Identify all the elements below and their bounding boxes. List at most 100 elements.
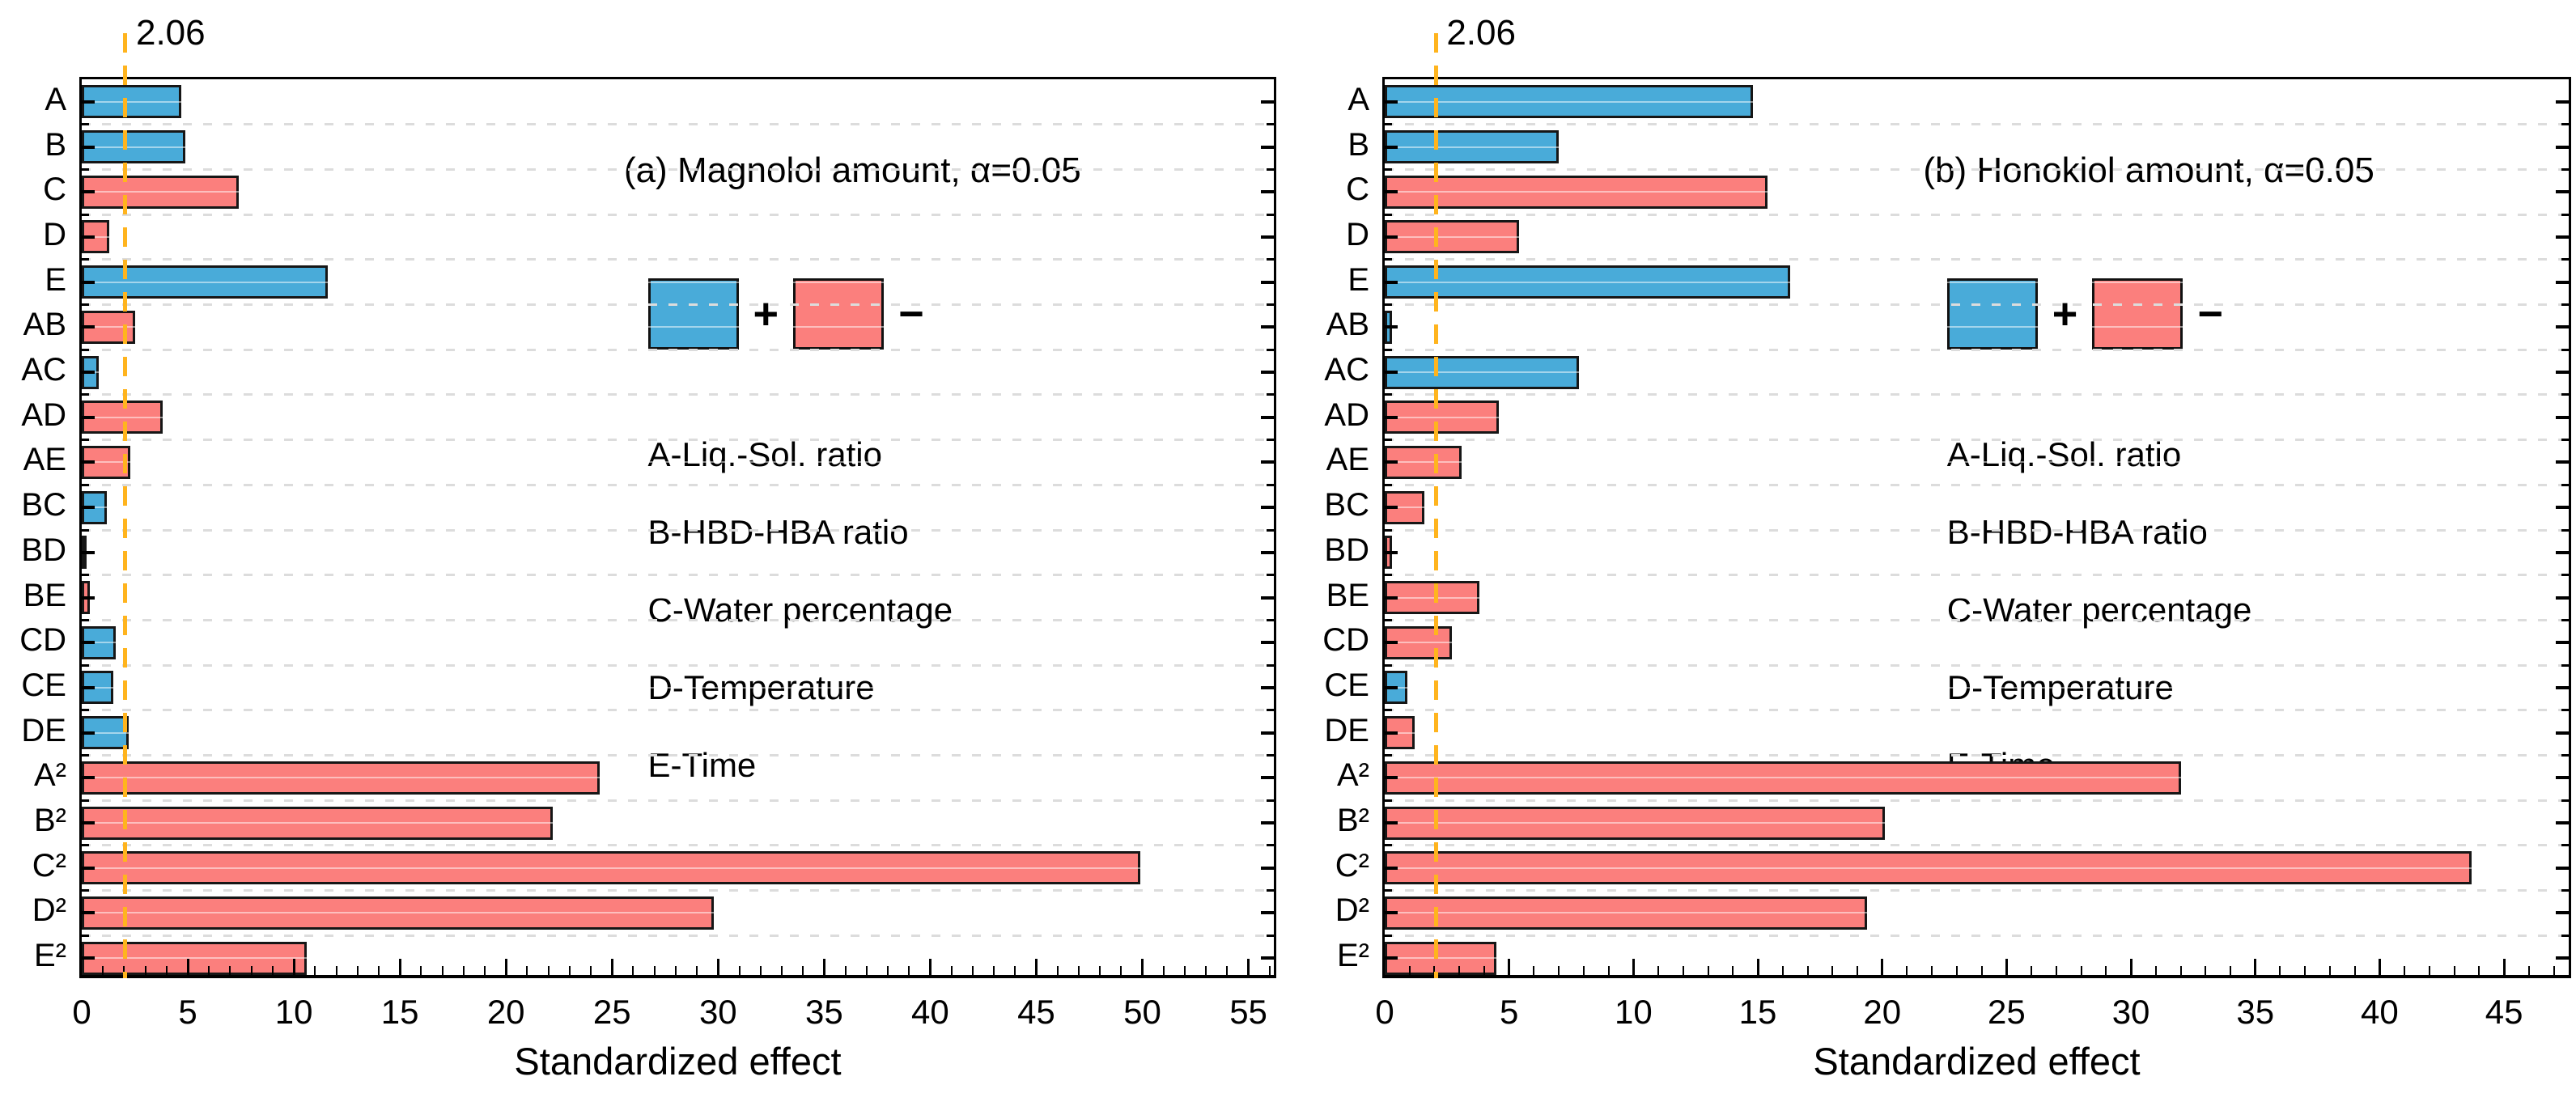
y-minor-tick-right [1267, 123, 1274, 126]
x-minor-tick [780, 966, 783, 975]
x-minor-tick [674, 966, 677, 975]
legend: + − [647, 278, 924, 350]
category-gridline [82, 483, 1274, 486]
bar-centerline [82, 867, 1274, 869]
y-major-tick-left [82, 866, 95, 870]
y-axis-label: BE [1326, 577, 1369, 613]
x-minor-tick [547, 966, 550, 975]
bar-centerline [1385, 461, 2569, 464]
x-minor-tick [738, 966, 741, 975]
x-minor-tick [1099, 966, 1101, 975]
x-minor-tick [1707, 966, 1709, 975]
y-axis-label: AD [1324, 396, 1369, 433]
bar-centerline [1385, 326, 2569, 328]
y-axis-label: A² [1337, 757, 1369, 794]
x-minor-tick [1533, 966, 1535, 975]
bar-centerline [82, 100, 1274, 103]
y-major-tick-right [2556, 325, 2569, 329]
x-tick-label: 40 [911, 993, 949, 1031]
y-minor-tick-left [82, 439, 89, 442]
y-major-tick-left [1385, 280, 1398, 284]
y-axis-label: E [1347, 261, 1369, 298]
x-tick-label: 30 [2111, 993, 2150, 1031]
y-axis-label: A [45, 81, 66, 117]
x-minor-tick [1408, 966, 1411, 975]
x-minor-tick [2428, 966, 2430, 975]
y-major-tick-right [1261, 596, 1274, 600]
y-major-tick-right [2556, 415, 2569, 419]
y-major-tick-left [82, 821, 95, 825]
x-minor-tick [1732, 966, 1734, 975]
y-minor-tick-right [1267, 258, 1274, 261]
bar-centerline [1385, 371, 2569, 374]
factor-item: B-HBD-HBA ratio [647, 513, 909, 551]
y-major-tick-right [2556, 641, 2569, 645]
x-minor-tick [335, 966, 337, 975]
y-axis-label: C [43, 172, 66, 208]
y-minor-tick-left [82, 258, 89, 261]
y-major-tick-right [2556, 506, 2569, 510]
legend-negative-label: − [898, 290, 924, 338]
y-major-tick-right [1261, 550, 1274, 554]
y-major-tick-left [82, 235, 95, 239]
x-major-tick [398, 959, 401, 975]
x-minor-tick [2353, 966, 2356, 975]
x-minor-tick [2404, 966, 2406, 975]
y-major-tick-left [82, 550, 95, 554]
x-tick-label: 20 [1863, 993, 1902, 1031]
x-tick-label: 0 [72, 993, 91, 1031]
y-minor-tick-left [82, 123, 89, 126]
x-minor-tick [1162, 966, 1165, 975]
y-axis-label: E² [34, 938, 66, 974]
x-minor-tick [632, 966, 634, 975]
x-tick-label: 25 [1988, 993, 2026, 1031]
y-axis-label: AE [1326, 442, 1369, 478]
y-minor-tick-right [2561, 348, 2569, 351]
x-major-tick [2129, 959, 2133, 975]
legend-positive-label: + [753, 290, 779, 338]
factor-item: A-Liq.-Sol. ratio [647, 435, 882, 473]
bar-centerline [1385, 957, 2569, 960]
y-minor-tick-right [2561, 574, 2569, 577]
y-minor-tick-left [82, 303, 89, 306]
y-major-tick-left [82, 145, 95, 149]
x-axis-title: Standardized effect [514, 1040, 842, 1083]
x-tick-label: 15 [380, 993, 419, 1031]
y-minor-tick-left [82, 934, 89, 937]
x-tick-label: 35 [804, 993, 843, 1031]
x-tick-label: 25 [592, 993, 631, 1031]
y-major-tick-left [1385, 776, 1398, 780]
x-minor-tick [1980, 966, 1983, 975]
y-minor-tick-right [1267, 348, 1274, 351]
category-gridline [82, 799, 1274, 802]
y-minor-tick-left [82, 754, 89, 757]
bar-centerline [1385, 596, 2569, 599]
y-major-tick-right [2556, 911, 2569, 915]
x-minor-tick [526, 966, 528, 975]
y-minor-tick-right [1267, 709, 1274, 712]
category-gridline [82, 934, 1274, 937]
category-gridline [82, 528, 1274, 532]
bar-centerline [1385, 416, 2569, 418]
x-minor-tick [2230, 966, 2231, 975]
category-gridline [82, 439, 1274, 442]
x-minor-tick [802, 966, 804, 975]
x-major-tick [2378, 959, 2381, 975]
bar-centerline [1385, 912, 2569, 914]
y-minor-tick-right [1267, 483, 1274, 486]
legend-negative-swatch [793, 278, 885, 350]
y-major-tick-right [2556, 821, 2569, 825]
bar-centerline [1385, 146, 2569, 148]
y-major-tick-left [82, 280, 95, 284]
x-minor-tick [208, 966, 210, 975]
threshold-line [123, 33, 128, 978]
x-minor-tick [165, 966, 168, 975]
y-minor-tick-left [1385, 618, 1392, 621]
y-minor-tick-left [1385, 258, 1392, 261]
y-axis-label: AC [1324, 352, 1369, 388]
x-minor-tick [1120, 966, 1122, 975]
y-major-tick-left [1385, 506, 1398, 510]
panel-honokiol: 2.06 A B C D E AB AC AD AE BC BD BE CD CE DE A² B² C² D² E² 0… [1288, 0, 2576, 1102]
y-minor-tick-right [2561, 934, 2569, 937]
legend-positive-swatch [647, 278, 739, 350]
